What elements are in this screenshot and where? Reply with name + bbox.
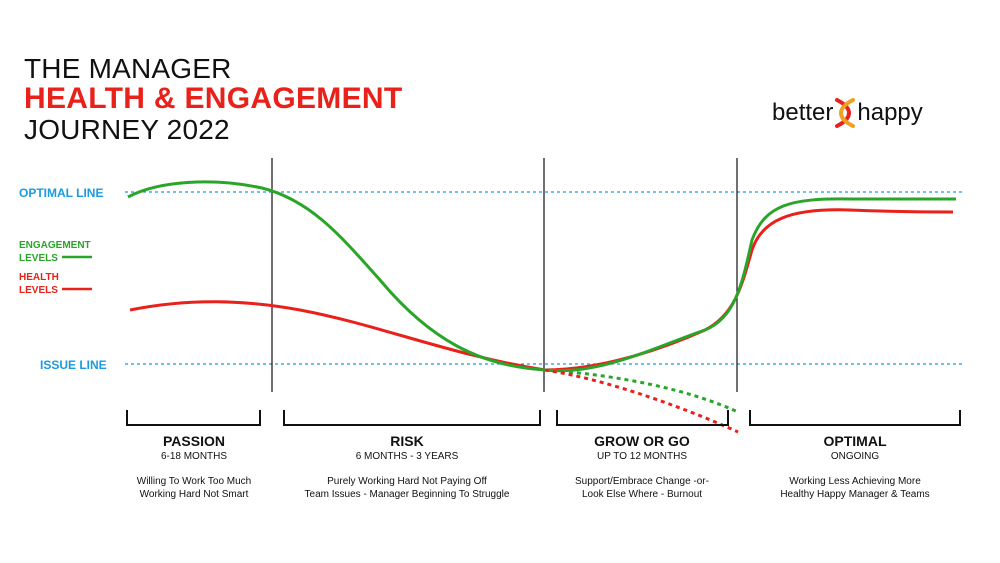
bracket-optimal	[749, 410, 961, 426]
phase-description: Support/Embrace Change -or- Look Else Wh…	[532, 475, 752, 501]
bracket-passion	[126, 410, 261, 426]
health-curve	[129, 208, 954, 372]
phase-desc-line2: Healthy Happy Manager & Teams	[780, 489, 930, 500]
health-label-line1: HEALTH	[19, 272, 59, 283]
phase-name: RISK	[390, 433, 424, 449]
phase-desc-line2: Team Issues - Manager Beginning To Strug…	[304, 489, 510, 500]
phase-passion: PASSION 6-18 MONTHS Willing To Work Too …	[84, 433, 304, 501]
phase-desc-line1: Willing To Work Too Much	[136, 476, 252, 487]
health-label-line2: LEVELS	[19, 285, 58, 296]
phase-duration: UP TO 12 MONTHS	[596, 451, 688, 462]
phase-desc-line1: Support/Embrace Change -or-	[575, 476, 709, 487]
phase-description: Working Less Achieving More Healthy Happ…	[745, 475, 965, 501]
logo-right-text: happy	[857, 99, 923, 126]
phase-name: OPTIMAL	[823, 433, 887, 449]
engagement-legend-label: ENGAGEMENT LEVELS	[19, 239, 91, 265]
bracket-risk	[283, 410, 541, 426]
engagement-decline-dotted	[544, 368, 739, 414]
phase-name: PASSION	[163, 433, 225, 449]
bracket-grow-or-go	[556, 410, 729, 426]
phase-duration: ONGOING	[830, 451, 880, 462]
engagement-label-line1: ENGAGEMENT	[19, 240, 91, 251]
title-line-3: JOURNEY 2022	[24, 114, 230, 145]
phase-description: Purely Working Hard Not Paying Off Team …	[297, 475, 517, 501]
issue-line-label: ISSUE LINE	[40, 358, 107, 372]
title-line-1: THE MANAGER	[24, 53, 232, 84]
phase-grow-or-go: GROW OR GO UP TO 12 MONTHS Support/Embra…	[532, 433, 752, 501]
health-legend-label: HEALTH LEVELS	[19, 271, 59, 297]
dna-helix-icon	[835, 98, 856, 128]
phase-desc-line1: Working Less Achieving More	[789, 476, 921, 487]
title-line-2: HEALTH & ENGAGEMENT	[24, 82, 403, 115]
phase-risk: RISK 6 MONTHS - 3 YEARS Purely Working H…	[297, 433, 517, 501]
phase-duration: 6-18 MONTHS	[160, 451, 228, 462]
health-decline-dotted	[544, 368, 739, 434]
phase-description: Willing To Work Too Much Working Hard No…	[84, 475, 304, 501]
engagement-label-line2: LEVELS	[19, 253, 58, 264]
phase-desc-line1: Purely Working Hard Not Paying Off	[327, 476, 487, 487]
logo-left-text: better	[772, 99, 834, 126]
phase-desc-line2: Look Else Where - Burnout	[581, 489, 703, 500]
phase-optimal: OPTIMAL ONGOING Working Less Achieving M…	[745, 433, 965, 501]
engagement-curve	[127, 180, 956, 373]
brand-logo: better happy	[772, 98, 923, 128]
phase-desc-line2: Working Hard Not Smart	[139, 489, 249, 500]
phase-name: GROW OR GO	[594, 433, 690, 449]
phase-duration: 6 MONTHS - 3 YEARS	[355, 451, 459, 462]
optimal-line-label: OPTIMAL LINE	[19, 186, 104, 200]
